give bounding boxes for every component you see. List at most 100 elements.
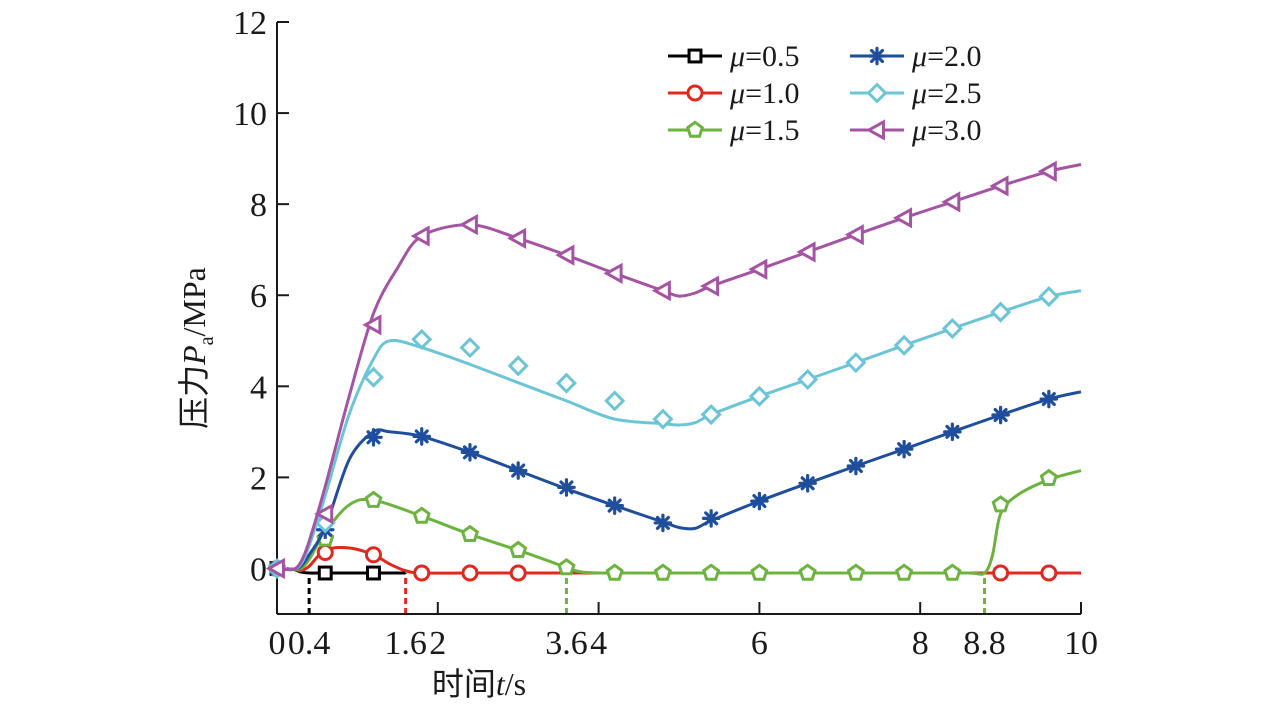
y-tick-label: 6	[250, 278, 267, 315]
x-tick-label: 0	[269, 625, 286, 662]
star-stroke	[607, 498, 622, 513]
data-point	[605, 563, 624, 581]
data-point	[894, 439, 914, 459]
star-stroke	[655, 515, 670, 530]
data-point	[943, 422, 962, 442]
star-stroke	[897, 442, 912, 457]
data-point	[893, 334, 915, 356]
star-stroke	[993, 407, 1008, 423]
data-point	[507, 227, 527, 249]
data-point	[459, 337, 481, 359]
series-mu-2.0	[267, 389, 1082, 578]
data-point	[796, 241, 816, 263]
data-point	[748, 385, 770, 407]
star-stroke	[1041, 392, 1056, 407]
data-point	[701, 509, 721, 528]
series-mu-1.5	[267, 468, 1082, 581]
legend-item: μ=0.5	[668, 40, 799, 73]
x-tick-label: 0.4	[288, 625, 331, 662]
star-stroke	[869, 48, 885, 64]
data-point	[366, 565, 381, 581]
series-mu-3.0	[265, 160, 1082, 580]
data-point	[364, 490, 383, 508]
axes	[276, 22, 1081, 615]
data-point	[412, 427, 432, 446]
data-point	[653, 563, 672, 581]
data-point	[991, 405, 1010, 425]
star-stroke	[800, 476, 815, 491]
data-point	[865, 119, 885, 141]
y-tick-label: 4	[250, 369, 267, 406]
data-point	[265, 557, 285, 580]
legend-label: μ=1.0	[729, 77, 799, 110]
legend-item: μ=2.5	[850, 77, 981, 110]
data-point	[750, 491, 769, 511]
star-stroke	[511, 463, 526, 478]
data-point	[1038, 286, 1060, 308]
x-tick-label: 1.6	[384, 625, 427, 662]
legend-item: μ=1.5	[668, 114, 799, 147]
data-point	[685, 120, 705, 138]
data-point	[410, 225, 430, 247]
y-tick-label: 2	[250, 460, 267, 497]
data-point	[509, 564, 527, 582]
data-point	[1039, 468, 1058, 486]
star-stroke	[945, 424, 960, 439]
star-stroke	[559, 480, 574, 495]
data-point	[508, 461, 528, 480]
data-point	[362, 366, 385, 388]
data-point	[362, 314, 382, 336]
x-tick-label: 3.6	[545, 625, 588, 662]
y-tick-label: 12	[233, 5, 267, 42]
data-point	[700, 404, 722, 426]
y-tick-label: 0	[250, 551, 267, 588]
data-point	[1037, 160, 1057, 182]
legend-label: μ=2.0	[911, 40, 981, 73]
data-point	[413, 564, 431, 582]
data-point	[412, 506, 431, 524]
data-point	[866, 82, 888, 104]
series-line	[276, 163, 1082, 572]
data-point	[748, 258, 768, 280]
x-tick-label: 10	[1064, 625, 1098, 662]
y-tick-label: 10	[233, 96, 267, 133]
legend-label: μ=2.5	[911, 77, 981, 110]
data-point	[844, 224, 864, 246]
legend: μ=0.5 μ=1.0 μ=1.5 μ=2.0 μ=2.5 μ=3.0	[668, 40, 981, 147]
data-point	[941, 191, 961, 213]
data-point	[895, 563, 914, 581]
data-point	[989, 175, 1009, 197]
legend-label: μ=3.0	[911, 114, 981, 147]
data-point	[992, 564, 1010, 582]
data-point	[991, 495, 1010, 513]
star-stroke	[414, 429, 429, 444]
series-line	[276, 390, 1082, 571]
data-point	[509, 540, 528, 558]
x-tick-label: 8	[912, 625, 929, 662]
data-point	[750, 563, 769, 581]
data-point	[686, 84, 704, 102]
data-point	[507, 355, 529, 377]
legend-item: μ=2.0	[850, 40, 981, 73]
data-point	[943, 563, 962, 581]
series-line	[276, 469, 1082, 576]
legend-item: μ=1.0	[668, 77, 799, 110]
data-point	[605, 496, 624, 515]
data-point	[555, 372, 577, 394]
x-tick-label: 2	[429, 625, 446, 662]
data-point	[314, 503, 334, 525]
x-tick-label: 8.8	[963, 625, 1006, 662]
reference-lines	[307, 573, 987, 614]
star-stroke	[704, 511, 719, 526]
data-point	[651, 280, 671, 302]
data-point	[557, 478, 576, 497]
data-point	[700, 275, 720, 297]
star-stroke	[848, 458, 863, 474]
data-point	[317, 565, 333, 581]
data-point	[604, 390, 626, 412]
data-point	[892, 207, 913, 229]
data-point	[798, 474, 817, 493]
legend-label: μ=0.5	[729, 40, 799, 73]
